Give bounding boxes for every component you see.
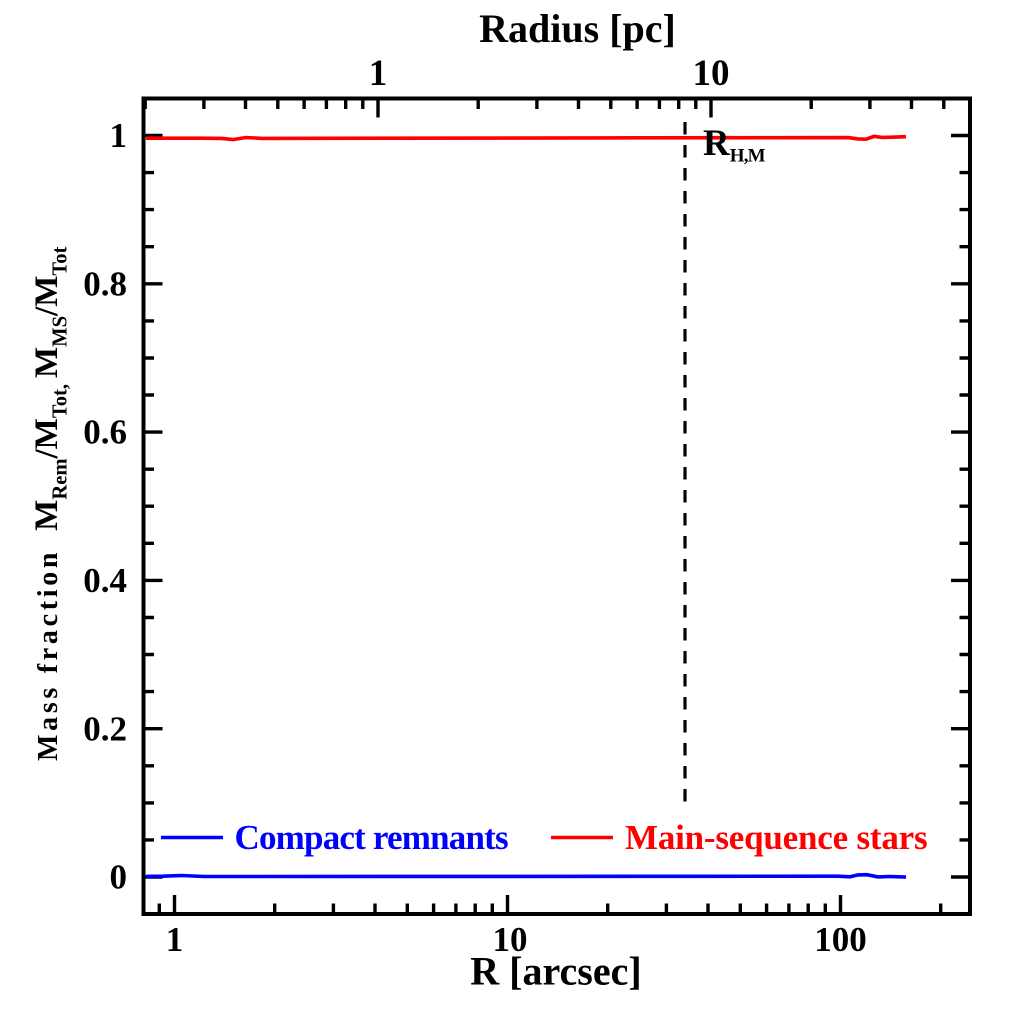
svg-text:1: 1 (110, 116, 128, 155)
svg-text:Main-sequence stars: Main-sequence stars (625, 818, 927, 857)
svg-text:1: 1 (369, 53, 388, 94)
svg-text:Mass fractionMRem/MTot,MMS/MTo: Mass fractionMRem/MTot,MMS/MTot (29, 246, 72, 761)
svg-text:0.8: 0.8 (83, 264, 127, 303)
svg-text:0.6: 0.6 (83, 413, 127, 452)
svg-text:0.4: 0.4 (83, 561, 127, 600)
svg-text:10: 10 (693, 53, 730, 94)
svg-text:0.2: 0.2 (83, 709, 127, 748)
svg-text:1: 1 (166, 920, 184, 959)
svg-text:Compact remnants: Compact remnants (235, 818, 509, 857)
svg-text:Radius [pc]: Radius [pc] (479, 6, 676, 51)
svg-text:10: 10 (493, 920, 528, 959)
svg-text:0: 0 (110, 858, 128, 897)
svg-text:R [arcsec]: R [arcsec] (470, 949, 641, 994)
svg-text:100: 100 (814, 920, 867, 959)
